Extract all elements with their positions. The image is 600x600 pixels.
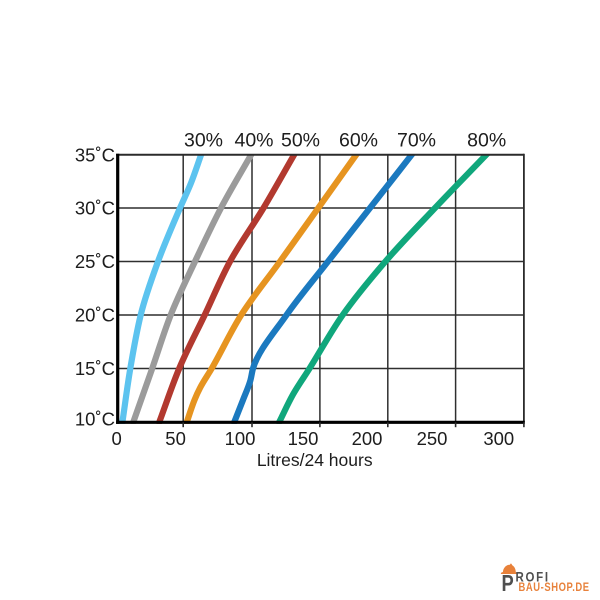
svg-text:15˚C: 15˚C [75, 358, 115, 379]
svg-text:40%: 40% [234, 130, 273, 152]
svg-text:250: 250 [417, 428, 448, 449]
svg-text:200: 200 [352, 428, 383, 449]
svg-text:50: 50 [165, 428, 186, 449]
svg-text:Litres/24 hours: Litres/24 hours [257, 450, 373, 470]
svg-text:10˚C: 10˚C [75, 409, 115, 430]
svg-text:0: 0 [111, 428, 121, 449]
svg-text:25˚C: 25˚C [75, 251, 115, 272]
svg-text:70%: 70% [397, 130, 436, 152]
svg-text:80%: 80% [467, 130, 506, 152]
svg-text:100: 100 [225, 428, 256, 449]
svg-text:300: 300 [483, 428, 514, 449]
svg-text:P: P [501, 571, 513, 597]
svg-text:35˚C: 35˚C [75, 145, 115, 166]
svg-text:20˚C: 20˚C [75, 305, 115, 326]
svg-text:30˚C: 30˚C [75, 198, 115, 219]
svg-text:30%: 30% [184, 130, 223, 152]
svg-text:BAU-SHOP.DE: BAU-SHOP.DE [519, 581, 590, 594]
svg-text:50%: 50% [281, 130, 320, 152]
svg-text:ROFI: ROFI [516, 568, 550, 584]
svg-text:150: 150 [288, 428, 319, 449]
svg-text:60%: 60% [339, 130, 378, 152]
